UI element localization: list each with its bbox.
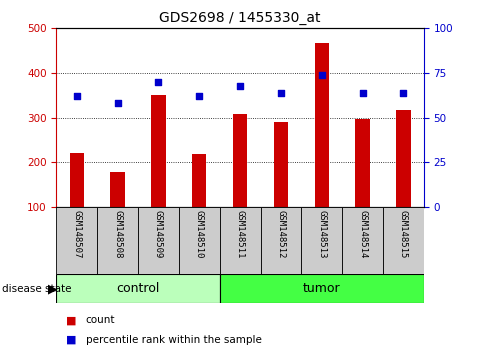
Point [399, 90, 407, 96]
Point [154, 79, 162, 85]
Point [277, 90, 285, 96]
Text: disease state: disease state [2, 284, 72, 293]
Bar [138, 207, 179, 274]
Text: control: control [116, 282, 160, 295]
Bar [301, 207, 342, 274]
Bar [192, 154, 206, 207]
Text: GSM148515: GSM148515 [399, 210, 408, 259]
Point [114, 101, 122, 106]
Text: tumor: tumor [303, 282, 341, 295]
Bar [70, 154, 84, 207]
Point [236, 83, 244, 88]
Bar [179, 207, 220, 274]
Bar [110, 172, 125, 207]
Bar [261, 207, 301, 274]
Point [196, 93, 203, 99]
Text: GSM148510: GSM148510 [195, 210, 204, 259]
Text: GDS2698 / 1455330_at: GDS2698 / 1455330_at [159, 11, 321, 25]
Text: GSM148513: GSM148513 [317, 210, 326, 259]
Text: GSM148511: GSM148511 [236, 210, 245, 259]
Text: GSM148509: GSM148509 [154, 210, 163, 259]
Text: GSM148508: GSM148508 [113, 210, 122, 259]
Point [359, 90, 367, 96]
Bar [97, 207, 138, 274]
Bar [315, 42, 329, 207]
Bar [342, 207, 383, 274]
Point [73, 93, 81, 99]
Bar [220, 274, 424, 303]
Text: percentile rank within the sample: percentile rank within the sample [86, 335, 262, 345]
Bar [383, 207, 424, 274]
Bar [151, 95, 166, 207]
Bar [274, 122, 288, 207]
Text: ■: ■ [66, 315, 76, 325]
Text: GSM148514: GSM148514 [358, 210, 367, 259]
Point [318, 72, 326, 78]
Bar [56, 207, 97, 274]
Text: ▶: ▶ [48, 282, 57, 295]
Bar [56, 274, 220, 303]
Text: GSM148512: GSM148512 [276, 210, 286, 259]
Text: count: count [86, 315, 115, 325]
Text: GSM148507: GSM148507 [72, 210, 81, 259]
Bar [220, 207, 261, 274]
Text: ■: ■ [66, 335, 76, 345]
Bar [396, 110, 411, 207]
Bar [233, 114, 247, 207]
Bar [355, 119, 370, 207]
